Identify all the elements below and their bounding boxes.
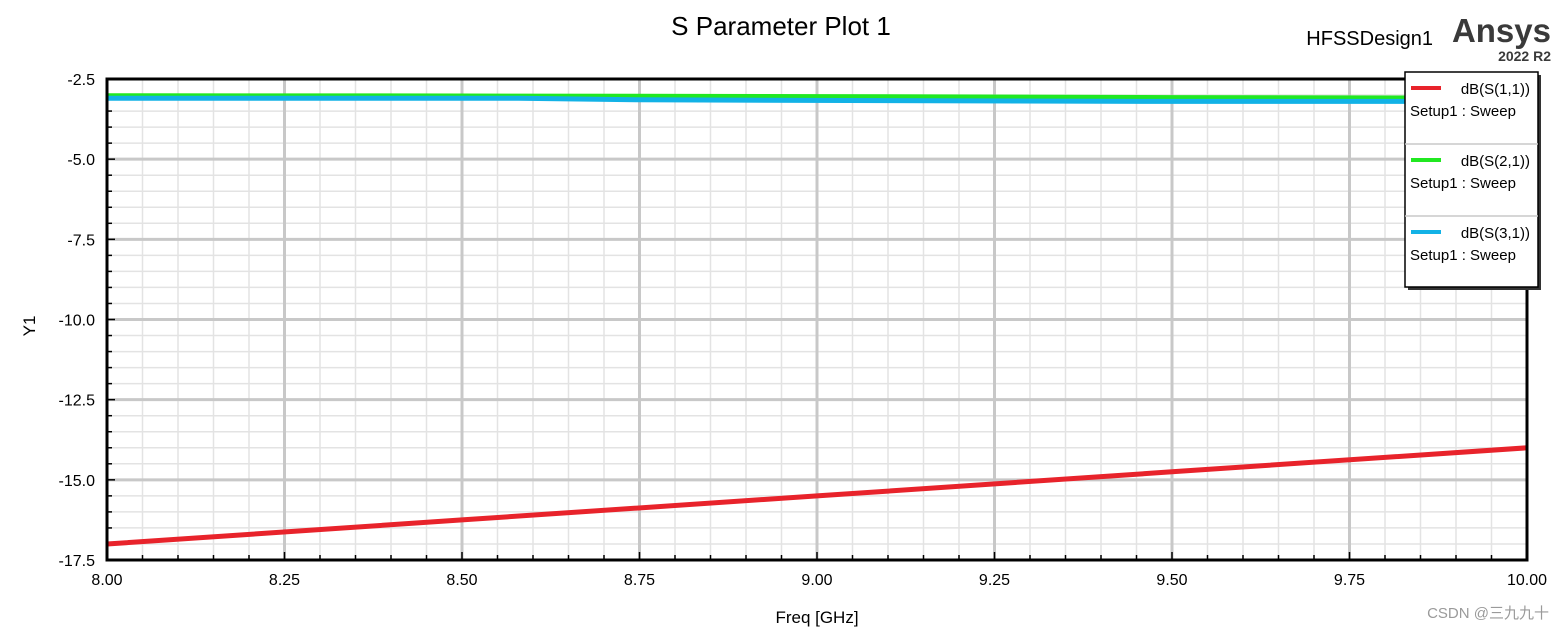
s11-line[interactable] [106, 445, 1528, 547]
y-tick-label: -10.0 [59, 313, 96, 330]
x-tick-label: 8.75 [624, 572, 655, 589]
legend-setup-label: Setup1 : Sweep [1410, 247, 1516, 264]
design-name: HFSSDesign1 [1306, 28, 1433, 50]
x-tick-label: 9.75 [1334, 572, 1365, 589]
axis-ticks [107, 94, 1493, 560]
x-tick-labels: 8.00 8.25 8.50 8.75 9.00 9.25 9.50 9.75 10.00 [91, 572, 1547, 589]
chart-title: S Parameter Plot 1 [671, 11, 891, 41]
legend-series-name: dB(S(1,1)) [1461, 81, 1530, 98]
plot-frame [105, 77, 1529, 562]
legend[interactable]: dB(S(1,1)) Setup1 : Sweep dB(S(2,1)) Setup1… [1404, 71, 1541, 290]
x-tick-label: 10.00 [1507, 572, 1547, 589]
legend-setup-label: Setup1 : Sweep [1410, 103, 1516, 120]
series-lines [106, 93, 1528, 547]
s31-line[interactable] [107, 95, 1527, 104]
ansys-logo: Ansys [1452, 12, 1551, 49]
y-tick-label: -17.5 [59, 553, 96, 570]
legend-series-name: dB(S(3,1)) [1461, 225, 1530, 242]
x-axis-title: Freq [GHz] [775, 608, 858, 627]
legend-series-name: dB(S(2,1)) [1461, 153, 1530, 170]
y-tick-labels: -2.5 -5.0 -7.5 -10.0 -12.5 -15.0 -17.5 [59, 72, 96, 570]
x-tick-label: 9.00 [801, 572, 832, 589]
y-axis-title: Y1 [20, 316, 39, 337]
y-tick-label: -5.0 [67, 152, 95, 169]
x-tick-label: 8.25 [269, 572, 300, 589]
x-tick-label: 8.00 [91, 572, 122, 589]
y-tick-label: -12.5 [59, 393, 96, 410]
version-label: 2022 R2 [1498, 48, 1551, 64]
y-tick-label: -7.5 [67, 232, 95, 249]
x-tick-label: 8.50 [446, 572, 477, 589]
grid [107, 79, 1527, 560]
watermark: CSDN @三九九十 [1427, 605, 1549, 622]
x-tick-label: 9.25 [979, 572, 1010, 589]
x-tick-label: 9.50 [1156, 572, 1187, 589]
legend-frame [1404, 71, 1539, 288]
legend-setup-label: Setup1 : Sweep [1410, 175, 1516, 192]
y-tick-label: -2.5 [67, 72, 95, 89]
y-tick-label: -15.0 [59, 473, 96, 490]
